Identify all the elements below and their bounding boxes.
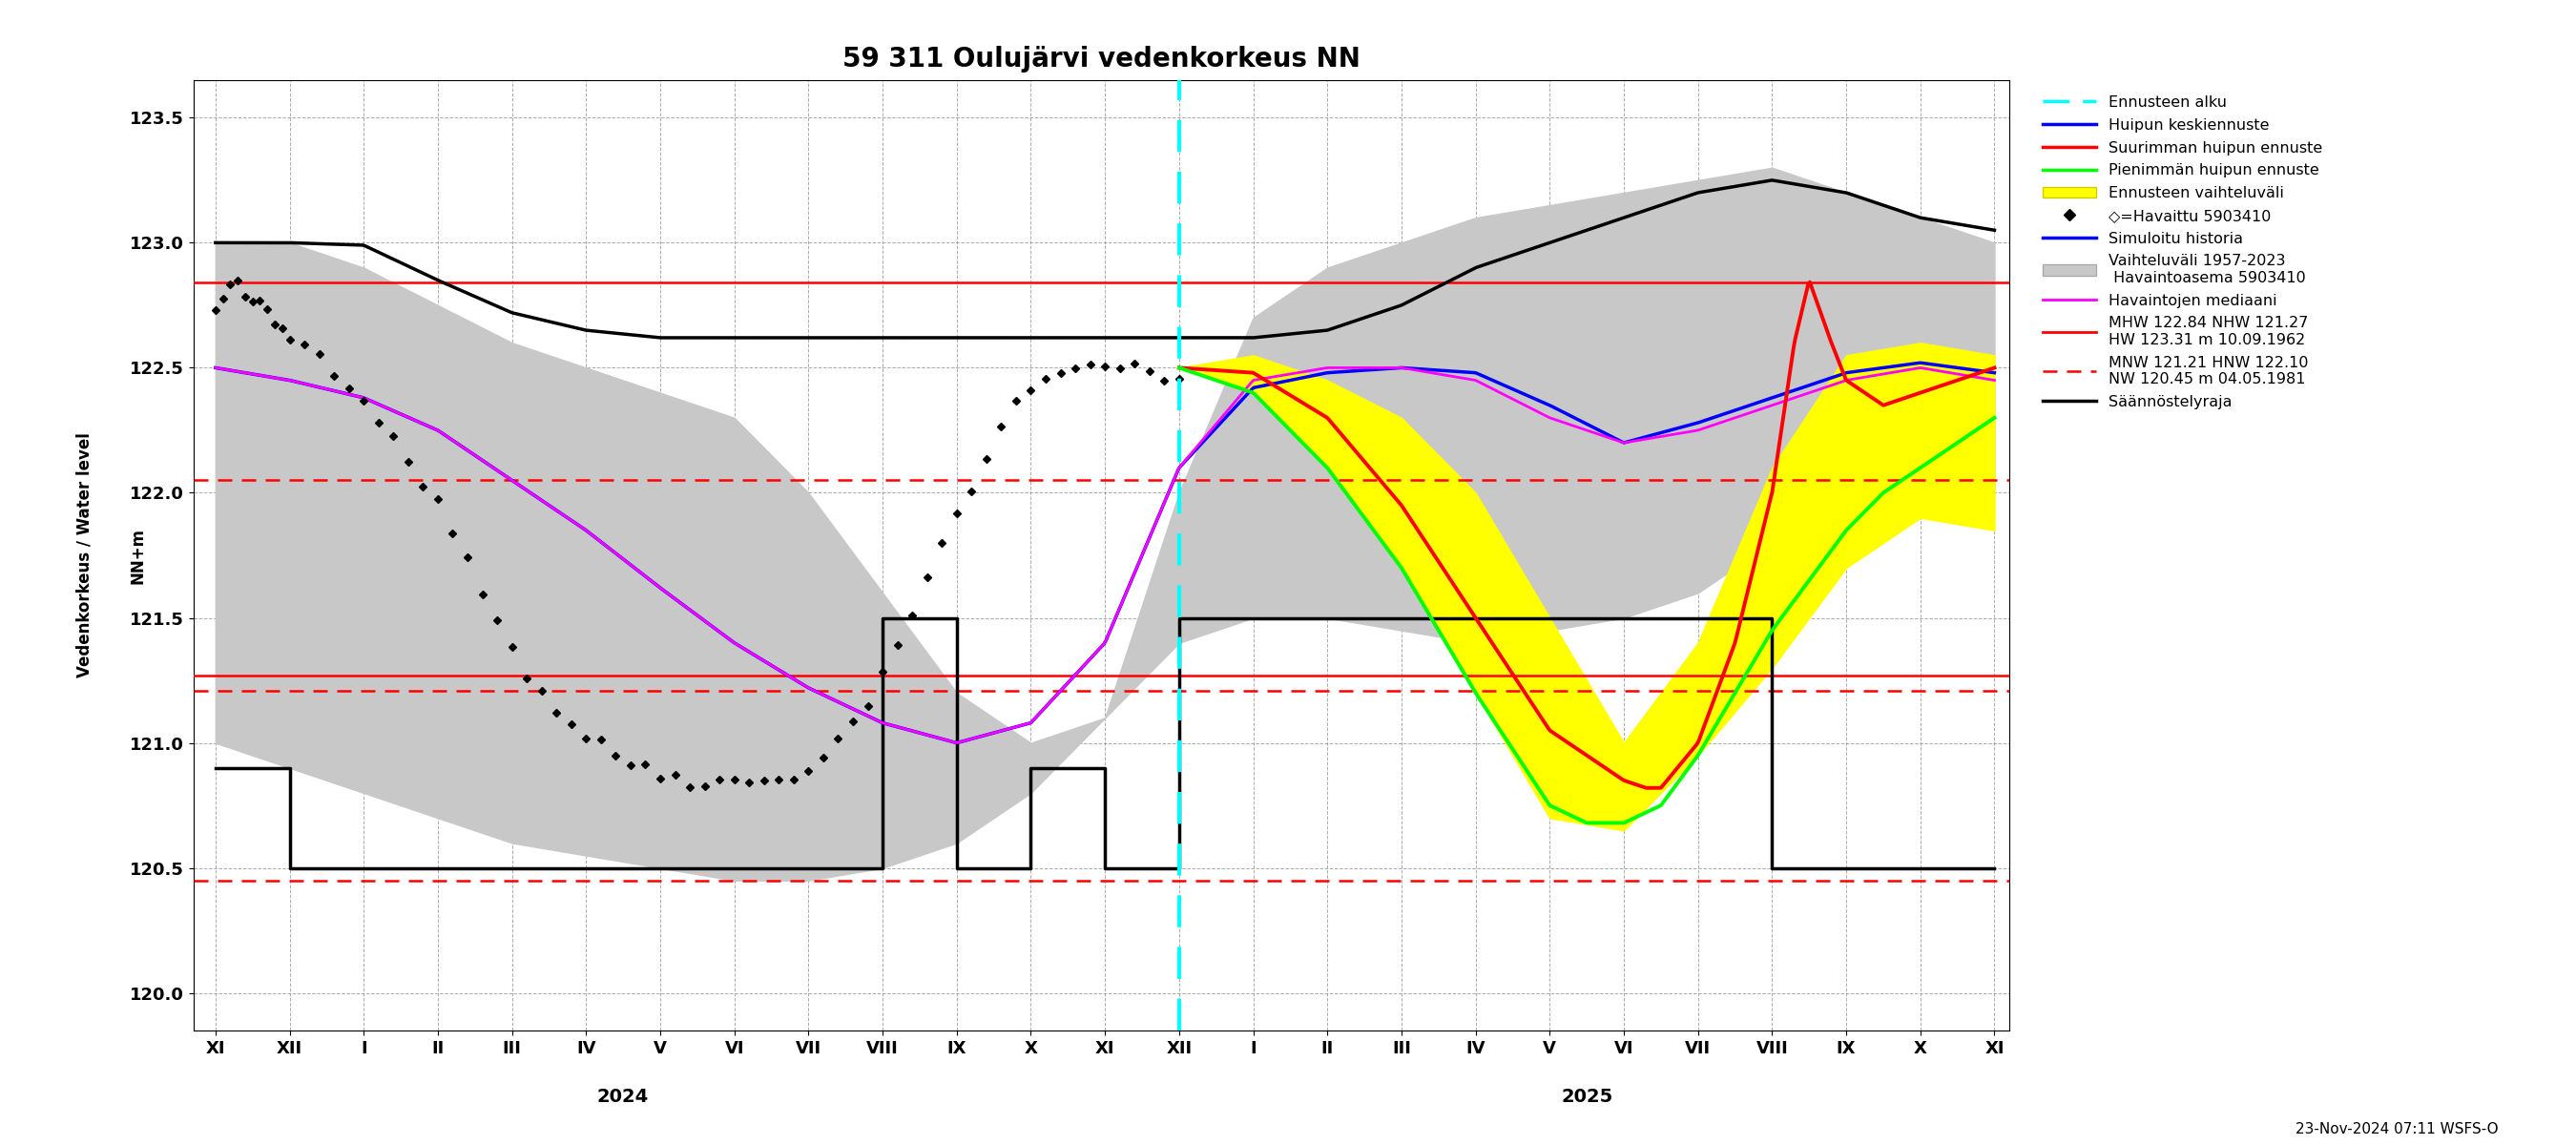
Text: 23-Nov-2024 07:11 WSFS-O: 23-Nov-2024 07:11 WSFS-O: [2295, 1122, 2499, 1136]
Title: 59 311 Oulujärvi vedenkorkeus NN: 59 311 Oulujärvi vedenkorkeus NN: [842, 46, 1360, 72]
Text: 2024: 2024: [598, 1088, 649, 1106]
Legend: Ennusteen alku, Huipun keskiennuste, Suurimman huipun ennuste, Pienimmän huipun : Ennusteen alku, Huipun keskiennuste, Suu…: [2035, 88, 2329, 417]
Text: 2025: 2025: [1561, 1088, 1613, 1106]
Text: Vedenkorkeus / Water level: Vedenkorkeus / Water level: [77, 433, 93, 678]
Text: NN+m: NN+m: [129, 527, 147, 584]
